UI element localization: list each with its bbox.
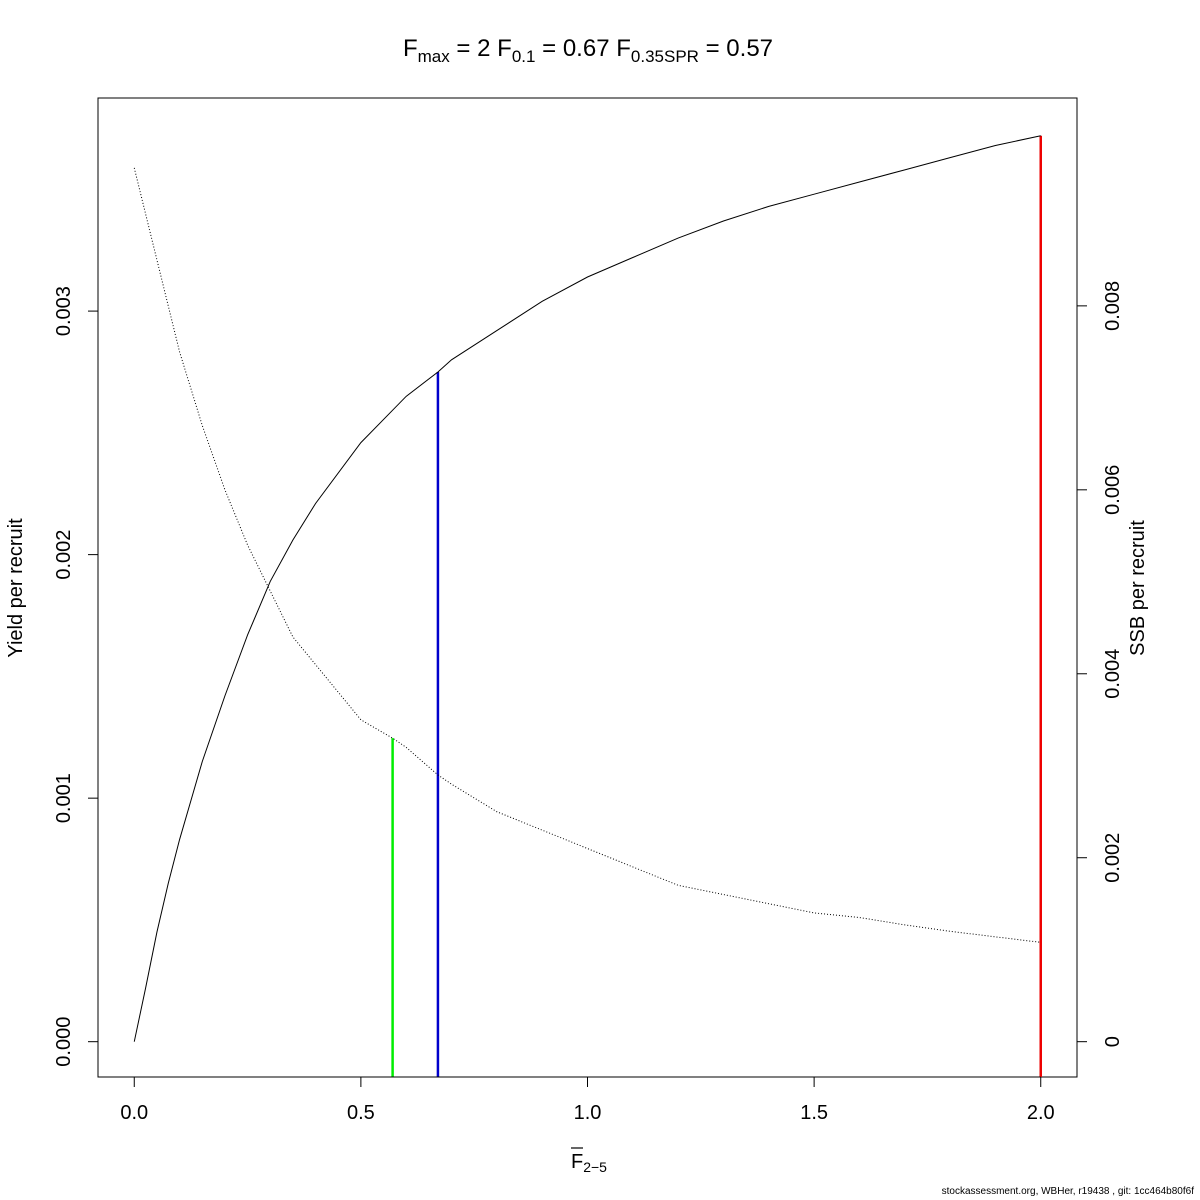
x-label-sub: 2−5 xyxy=(583,1159,607,1175)
title-fspr-value: 0.57 xyxy=(726,35,773,62)
chart-title: Fmax = 2 F0.1 = 0.67 F0.35SPR = 0.57 xyxy=(403,35,773,66)
y-left-tick-label: 0.001 xyxy=(53,773,75,823)
y-left-tick-label: 0.003 xyxy=(53,286,75,336)
x-tick-label: 2.0 xyxy=(1027,1102,1055,1124)
y-axis-right-label: SSB per recruit xyxy=(1127,520,1149,656)
x-tick-label: 1.5 xyxy=(800,1102,828,1124)
title-fmax-label: F xyxy=(403,35,418,62)
title-fspr-label: F xyxy=(616,35,631,62)
yield-per-recruit-line xyxy=(133,135,1041,1042)
title-fspr-sub: 0.35SPR xyxy=(631,47,699,66)
series-lines xyxy=(133,135,1041,1042)
title-fmax-value: 2 xyxy=(477,35,490,62)
y-right-tick-label: 0.004 xyxy=(1102,649,1124,699)
y-right-tick-label: 0.006 xyxy=(1102,465,1124,515)
y-right-tick-label: 0 xyxy=(1102,1036,1124,1047)
y-left-tick-label: 0.000 xyxy=(53,1017,75,1067)
y-axis-right: 0 0.002 0.004 0.006 0.008 xyxy=(1076,281,1124,1047)
x-tick-label: 0.5 xyxy=(347,1102,375,1124)
title-f01-label: F xyxy=(497,35,512,62)
x-tick-label: 1.0 xyxy=(574,1102,602,1124)
y-right-tick-label: 0.002 xyxy=(1102,833,1124,883)
ssb-per-recruit-line xyxy=(133,167,1041,943)
x-label-main: F xyxy=(571,1151,583,1173)
title-f01-value: 0.67 xyxy=(563,35,610,62)
footer-credit: stockassessment.org, WBHer, r19438 , git… xyxy=(941,1186,1194,1197)
x-axis: 0.0 0.5 1.0 1.5 2.0 xyxy=(120,1076,1055,1124)
plot-frame xyxy=(97,97,1078,1078)
y-right-tick-label: 0.008 xyxy=(1102,281,1124,331)
y-axis-left-label: Yield per recruit xyxy=(5,518,27,658)
reference-lines xyxy=(391,135,1042,1077)
y-axis-left: 0.000 0.001 0.002 0.003 xyxy=(53,286,99,1067)
title-fmax-sub: max xyxy=(418,47,451,66)
x-tick-label: 0.0 xyxy=(120,1102,148,1124)
y-left-tick-label: 0.002 xyxy=(53,530,75,580)
x-axis-label: F2−5 xyxy=(571,1151,607,1175)
title-f01-sub: 0.1 xyxy=(512,47,536,66)
